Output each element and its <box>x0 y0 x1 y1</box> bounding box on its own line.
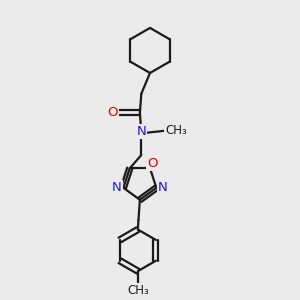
Text: CH₃: CH₃ <box>165 124 187 137</box>
Text: O: O <box>147 157 158 170</box>
Text: N: N <box>158 181 168 194</box>
Text: N: N <box>112 181 122 194</box>
Text: O: O <box>107 106 118 119</box>
Text: N: N <box>136 125 146 138</box>
Text: CH₃: CH₃ <box>127 284 149 297</box>
